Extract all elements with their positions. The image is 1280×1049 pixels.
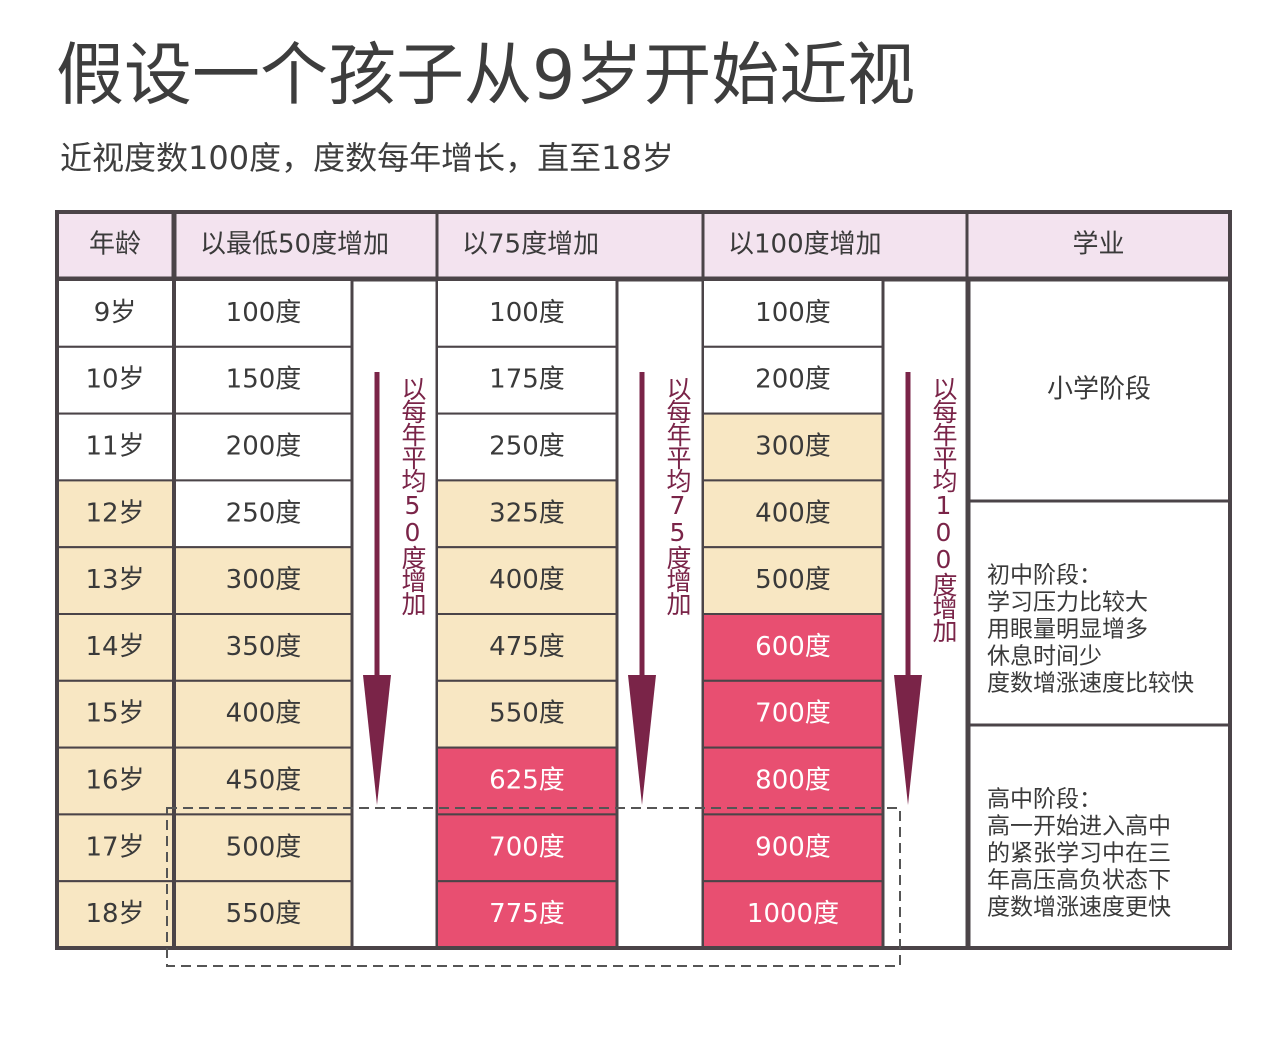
age-text: 10岁 bbox=[85, 365, 144, 395]
value-cell bbox=[174, 412, 353, 482]
value-text: 250度 bbox=[226, 498, 302, 528]
value-text: 100度 bbox=[755, 298, 831, 328]
stage-text: 年高压高负状态下 bbox=[987, 868, 1171, 894]
value-cell bbox=[174, 479, 353, 549]
stage-text: 度数增涨速度比较快 bbox=[987, 671, 1194, 697]
age-text: 11岁 bbox=[85, 432, 144, 462]
value-text: 400度 bbox=[489, 565, 565, 595]
value-text: 700度 bbox=[755, 699, 831, 729]
value-text: 800度 bbox=[755, 766, 831, 796]
value-cell bbox=[174, 345, 353, 415]
age-text: 12岁 bbox=[85, 498, 144, 528]
arrow-head bbox=[363, 675, 391, 805]
value-text: 625度 bbox=[489, 766, 565, 796]
value-cell bbox=[436, 880, 618, 950]
value-text: 175度 bbox=[489, 365, 565, 395]
value-cell bbox=[702, 679, 884, 749]
stage-text: 休息时间少 bbox=[987, 644, 1102, 670]
value-text: 475度 bbox=[489, 632, 565, 662]
arrow-label: 以每年平均50度增加 bbox=[398, 376, 427, 614]
value-text: 100度 bbox=[226, 298, 302, 328]
stage-text: 学习压力比较大 bbox=[987, 590, 1148, 616]
age-cell bbox=[56, 679, 174, 749]
value-cell bbox=[174, 746, 353, 816]
value-cell bbox=[436, 813, 618, 883]
stage-text: 的紧张学习中在三 bbox=[987, 841, 1171, 867]
arrow-label: 以每年平均75度增加 bbox=[663, 376, 692, 614]
subtitle: 近视度数100度，度数每年增长，直至18岁 bbox=[60, 139, 674, 177]
stage-text: 高一开始进入高中 bbox=[987, 814, 1171, 840]
title: 假设一个孩子从9岁开始近视 bbox=[56, 37, 915, 116]
value-cell bbox=[702, 412, 884, 482]
value-cell bbox=[174, 613, 353, 682]
value-cell bbox=[436, 479, 618, 549]
age-text: 16岁 bbox=[85, 766, 144, 796]
value-text: 400度 bbox=[226, 699, 302, 729]
dashed-highlight bbox=[166, 807, 901, 967]
header-text: 以100度增加 bbox=[728, 230, 882, 260]
age-cell bbox=[56, 546, 174, 616]
value-cell bbox=[436, 546, 618, 616]
age-text: 14岁 bbox=[85, 632, 144, 662]
value-cell bbox=[702, 746, 884, 816]
value-text: 300度 bbox=[755, 432, 831, 462]
age-text: 13岁 bbox=[85, 565, 144, 595]
age-cell bbox=[56, 613, 174, 682]
header-text: 以75度增加 bbox=[462, 230, 599, 260]
value-text: 300度 bbox=[226, 565, 302, 595]
value-text: 250度 bbox=[489, 432, 565, 462]
value-text: 600度 bbox=[755, 632, 831, 662]
value-text: 900度 bbox=[755, 832, 831, 862]
arrow-head bbox=[628, 675, 656, 805]
stage-cell bbox=[967, 278, 1232, 503]
stage-text: 小学阶段 bbox=[1047, 375, 1151, 405]
stage-text: 度数增涨速度更快 bbox=[987, 895, 1171, 921]
age-text: 17岁 bbox=[85, 832, 144, 862]
value-text: 700度 bbox=[489, 832, 565, 862]
value-text: 100度 bbox=[489, 298, 565, 328]
stage-text: 用眼量明显增多 bbox=[987, 617, 1148, 643]
header-text: 学业 bbox=[1072, 230, 1124, 260]
value-text: 150度 bbox=[226, 365, 302, 395]
value-text: 500度 bbox=[755, 565, 831, 595]
value-text: 200度 bbox=[755, 365, 831, 395]
arrow-label: 以每年平均100度增加 bbox=[929, 376, 958, 641]
age-text: 9岁 bbox=[94, 298, 137, 328]
value-cell bbox=[702, 880, 884, 950]
arrow-cell bbox=[881, 278, 969, 950]
stage-cell bbox=[967, 723, 1232, 950]
value-cell bbox=[174, 279, 353, 348]
value-cell bbox=[174, 546, 353, 616]
age-text: 18岁 bbox=[85, 899, 144, 929]
stage-text: 初中阶段： bbox=[987, 563, 1102, 589]
value-text: 325度 bbox=[489, 498, 565, 528]
header-cell bbox=[173, 210, 439, 280]
value-text: 200度 bbox=[226, 432, 302, 462]
age-cell bbox=[56, 813, 174, 883]
header-text: 年龄 bbox=[89, 230, 141, 260]
value-cell bbox=[702, 479, 884, 549]
value-text: 1000度 bbox=[747, 899, 839, 929]
header-text: 以最低50度增加 bbox=[200, 230, 389, 260]
value-cell bbox=[436, 279, 618, 348]
table-border bbox=[55, 210, 1232, 950]
stage-cell bbox=[967, 499, 1232, 727]
header-cell bbox=[965, 210, 1232, 280]
value-text: 350度 bbox=[226, 632, 302, 662]
age-text: 15岁 bbox=[85, 699, 144, 729]
value-text: 400度 bbox=[755, 498, 831, 528]
value-text: 550度 bbox=[489, 699, 565, 729]
value-text: 450度 bbox=[226, 766, 302, 796]
value-text: 775度 bbox=[489, 899, 565, 929]
value-cell bbox=[174, 679, 353, 749]
value-cell bbox=[436, 679, 618, 749]
stage-text: 高中阶段： bbox=[987, 787, 1102, 813]
arrow-head bbox=[894, 675, 922, 805]
value-text: 500度 bbox=[226, 832, 302, 862]
value-text: 550度 bbox=[226, 899, 302, 929]
